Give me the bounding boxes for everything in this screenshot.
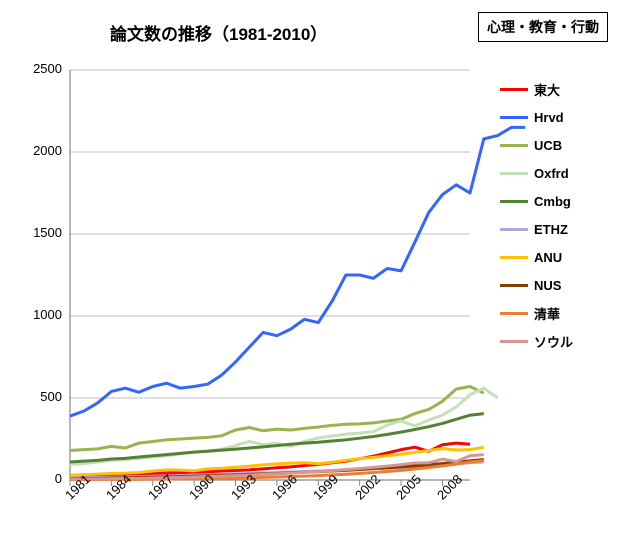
legend-label: ETHZ xyxy=(534,222,568,237)
legend-label: Hrvd xyxy=(534,110,564,125)
y-tick-label: 500 xyxy=(0,389,62,404)
legend-item: Oxfrd xyxy=(500,164,573,182)
legend-swatch xyxy=(500,228,528,231)
legend-label: 東大 xyxy=(534,80,560,99)
legend-item: ANU xyxy=(500,248,573,266)
legend-label: NUS xyxy=(534,278,561,293)
legend-swatch xyxy=(500,284,528,287)
legend-item: Hrvd xyxy=(500,108,573,126)
legend-item: ETHZ xyxy=(500,220,573,238)
y-tick-label: 2000 xyxy=(0,143,62,158)
y-tick-label: 1000 xyxy=(0,307,62,322)
legend-swatch xyxy=(500,200,528,203)
legend-label: Cmbg xyxy=(534,194,571,209)
y-tick-label: 1500 xyxy=(0,225,62,240)
legend-swatch xyxy=(500,340,528,343)
legend-item: ソウル xyxy=(500,332,573,350)
legend-label: Oxfrd xyxy=(534,166,569,181)
legend-label: ソウル xyxy=(534,332,573,351)
legend-swatch xyxy=(500,312,528,315)
y-tick-label: 2500 xyxy=(0,61,62,76)
legend-label: 清華 xyxy=(534,304,560,323)
legend-swatch xyxy=(500,88,528,91)
legend-swatch xyxy=(500,256,528,259)
legend-swatch xyxy=(500,172,528,175)
legend-item: Cmbg xyxy=(500,192,573,210)
legend-label: UCB xyxy=(534,138,562,153)
legend-item: 清華 xyxy=(500,304,573,322)
legend-swatch xyxy=(500,144,528,147)
y-tick-label: 0 xyxy=(0,471,62,486)
legend-item: NUS xyxy=(500,276,573,294)
legend-swatch xyxy=(500,116,528,119)
legend-item: UCB xyxy=(500,136,573,154)
legend-item: 東大 xyxy=(500,80,573,98)
legend-label: ANU xyxy=(534,250,562,265)
legend: 東大 Hrvd UCB Oxfrd Cmbg ETHZ ANU NUS 清華ソウル xyxy=(500,80,573,360)
